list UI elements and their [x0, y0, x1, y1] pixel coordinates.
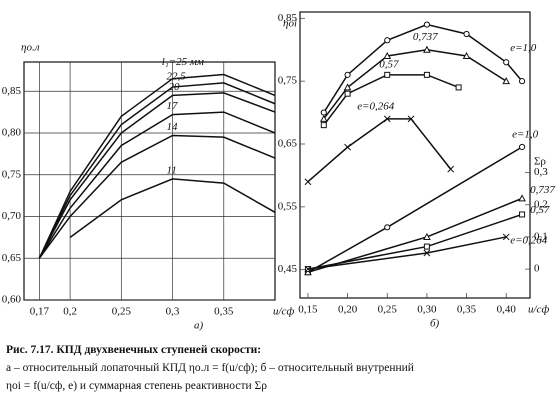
x-tick-label: 0,25 [112, 306, 132, 318]
point [320, 109, 327, 116]
x-tick-label: 0,25 [378, 304, 398, 316]
point [344, 143, 351, 151]
x-axis-label: u/cф [273, 306, 294, 318]
y-tick-label: 0,85 [2, 85, 22, 97]
series-line [307, 146, 523, 273]
y-tick-label: 0,85 [278, 12, 298, 24]
series-line [38, 73, 276, 259]
series-label: 11 [167, 164, 177, 176]
y-tick-label: 0,45 [278, 263, 298, 275]
series-label: e=1,0 [510, 42, 537, 54]
y-tick-label: 0,75 [2, 168, 22, 180]
y-axis-label: ηоi [283, 18, 297, 30]
point [518, 143, 526, 151]
point [343, 83, 352, 91]
caption-title: Рис. 7.17. КПД двухвенечных ступеней ско… [6, 344, 262, 356]
point [320, 122, 327, 129]
point [455, 84, 462, 91]
y2-tick-label: 0,2 [534, 198, 548, 210]
x-tick-label: 0,35 [457, 304, 477, 316]
y2-tick-label: 0,1 [534, 230, 548, 242]
y-tick-label: 0,55 [278, 200, 298, 212]
x-tick-label: 0,2 [63, 306, 77, 318]
point [304, 265, 312, 273]
x-tick-label: 0,3 [166, 306, 180, 318]
point [518, 194, 526, 202]
x-tick-label: 0,30 [417, 304, 437, 316]
series-line [69, 178, 276, 238]
y2-tick-label: 0 [534, 263, 540, 275]
point [447, 165, 455, 173]
series-label: 0,57 [530, 204, 550, 216]
point [383, 51, 392, 59]
series-label: e=0,264 [357, 100, 395, 112]
point [423, 21, 430, 28]
x-tick-label: 0,35 [214, 306, 234, 318]
series-line [38, 92, 276, 259]
point [304, 178, 312, 186]
x-axis-label: u/cф [528, 304, 549, 316]
series-line [38, 134, 276, 259]
series-line [38, 82, 276, 259]
y-tick-label: 0,70 [2, 210, 22, 222]
point [384, 71, 391, 78]
series-label: e=0,264 [510, 234, 548, 246]
point [503, 59, 510, 66]
point [344, 90, 351, 97]
y-tick-label: 0,75 [278, 75, 298, 87]
y-tick-label: 0,65 [278, 138, 298, 150]
y-axis-label: ηо.л [21, 42, 40, 54]
series-line [307, 197, 523, 274]
series-label: 20 [169, 81, 181, 93]
point [407, 115, 415, 123]
point [423, 45, 431, 53]
series-line [307, 118, 452, 183]
x-tick-label: 0,15 [298, 304, 318, 316]
point [344, 71, 351, 78]
panel-label: а) [194, 320, 204, 332]
series-label: l₁=25 мм [162, 56, 204, 68]
point [423, 71, 430, 78]
point [384, 37, 391, 44]
point [462, 51, 471, 59]
series-label: 0,737 [530, 184, 555, 196]
y-tick-label: 0,60 [2, 294, 22, 306]
figure: 0,17 0,2 0,25 0,3 0,35 0,60 0,65 0,70 0,75 0,80 0,… [2, 11, 555, 332]
point [502, 77, 511, 85]
series-label: 0,737 [413, 31, 438, 43]
point [384, 224, 391, 231]
point [502, 233, 510, 241]
series-label: 17 [167, 100, 179, 112]
y2-axis-label: Σρ [534, 156, 546, 168]
point [463, 30, 470, 38]
point [319, 114, 328, 122]
series-line [307, 213, 523, 270]
point [423, 249, 431, 257]
series-line [38, 111, 276, 259]
series-label: 14 [167, 121, 179, 133]
x-tick-label: 0,17 [30, 306, 50, 318]
y-tick-label: 0,65 [2, 252, 22, 264]
series-line [323, 48, 507, 120]
plot-frame [299, 11, 531, 299]
caption-line: ηoi = f(u/cф, e) и суммарная степень реа… [6, 380, 267, 392]
y-tick-label: 0,80 [2, 127, 22, 139]
panel-label: б) [430, 318, 440, 330]
point [518, 78, 526, 85]
series-line [307, 236, 507, 270]
caption-line: а – относительный лопаточный КПД ηо.л = … [6, 362, 414, 374]
series-label: 0,57 [379, 58, 399, 70]
series-label: e=1,0 [512, 128, 539, 140]
point [383, 115, 391, 123]
x-tick-label: 0,20 [338, 304, 358, 316]
y2-tick-label: 0,3 [534, 166, 548, 178]
series-label: 22,5 [167, 71, 187, 83]
point [423, 232, 431, 240]
point [519, 211, 526, 218]
point [423, 243, 430, 250]
x-tick-label: 0,40 [497, 304, 517, 316]
